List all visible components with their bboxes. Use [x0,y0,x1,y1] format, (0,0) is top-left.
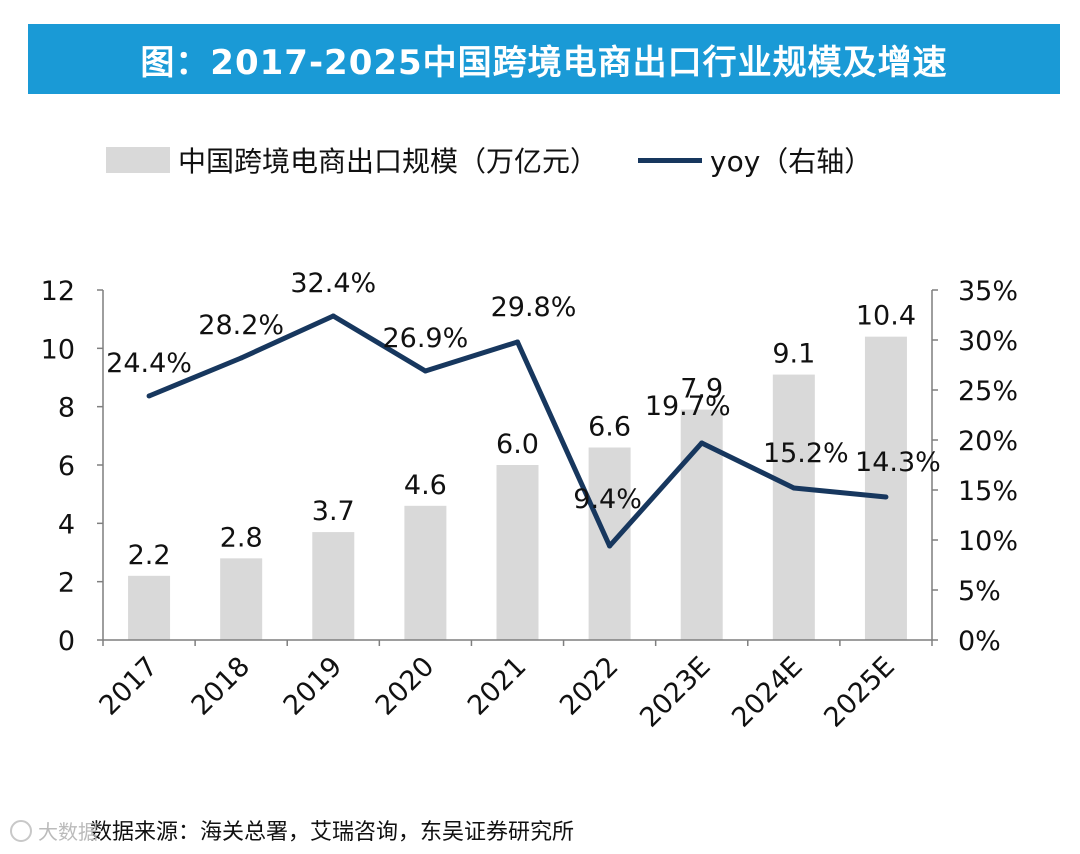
bar-value-label: 2.8 [220,522,263,553]
bar-value-label: 4.6 [404,470,447,501]
x-tick-label: 2021 [462,651,533,722]
y-left-tick-label: 8 [58,393,75,424]
bar-2018 [220,558,263,640]
bar-2024E [772,374,815,640]
bars-layer [128,336,907,640]
yoy-value-label: 28.2% [198,310,284,341]
legend-line-label: yoy（右轴） [710,145,873,178]
bar-value-label: 3.7 [312,496,355,527]
y-left-tick-label: 10 [41,334,75,365]
y-right-tick-label: 5% [958,576,1001,607]
y-left-tick-label: 0 [58,626,75,657]
x-tick-label: 2025E [818,651,901,734]
chart-title: 图：2017-2025中国跨境电商出口行业规模及增速 [28,24,1060,94]
y-left-tick-label: 12 [41,276,75,307]
x-tick-label: 2023E [634,651,717,734]
y-right-tick-label: 25% [958,376,1018,407]
legend-bar-swatch [106,147,170,173]
y-right-tick-label: 20% [958,426,1018,457]
watermark: 大数据 [10,816,98,845]
bar-value-label: 2.2 [128,540,171,571]
yoy-point-2017 [146,393,152,399]
bar-value-label: 6.6 [588,412,631,443]
legend: 中国跨境电商出口规模（万亿元） yoy（右轴） [106,138,872,182]
bar-2021 [496,465,539,640]
yoy-point-2020 [422,368,428,374]
watermark-text: 大数据 [38,820,98,844]
bar-2025E [864,336,907,640]
yoy-value-label: 15.2% [763,438,849,469]
y-right-tick-label: 30% [958,326,1018,357]
yoy-value-label: 26.9% [382,323,468,354]
y-right-tick-label: 15% [958,476,1018,507]
yoy-value-label: 14.3% [855,447,941,478]
y-left-tick-label: 2 [58,568,75,599]
x-tick-label: 2020 [370,651,441,722]
legend-line-swatch [638,157,703,163]
bar-value-label: 9.1 [772,339,815,370]
bar-2017 [128,575,171,640]
source-note: 数据来源：海关总署，艾瑞咨询，东吴证券研究所 [90,820,575,845]
yoy-value-label: 32.4% [290,268,376,299]
yoy-value-label: 24.4% [106,348,192,379]
legend-bar-label: 中国跨境电商出口规模（万亿元） [178,145,599,178]
yoy-value-label: 19.7% [645,391,731,422]
yoy-point-2019 [330,313,336,319]
bar-value-label: 6.0 [496,429,539,460]
y-left-tick-label: 6 [58,451,75,482]
bar-value-label: 7.9 [680,374,723,405]
line-layer [146,313,889,549]
yoy-value-label: 9.4% [573,484,642,515]
watermark-icon [10,819,32,842]
x-tick-label: 2018 [186,651,257,722]
y-right-tick-label: 35% [958,276,1018,307]
labels-layer: 2.2 2.8 3.7 4.6 6.0 6.6 7.9 9.1 10.4 24.4%28.2%32… [106,268,941,571]
yoy-point-2024E [791,485,797,491]
yoy-point-2021 [515,339,520,345]
x-tick-label: 2019 [278,651,349,722]
x-tick-label: 2017 [93,651,164,722]
yoy-value-label: 29.8% [491,292,577,323]
x-tick-label: 2022 [554,651,625,722]
y-right-tick-label: 10% [958,526,1018,557]
bar-value-label: 10.4 [856,301,916,332]
yoy-point-2018 [238,355,244,361]
y-right-tick-label: 0% [958,626,1001,657]
yoy-point-2025E [883,494,889,500]
yoy-point-2022 [607,543,613,549]
yoy-point-2023E [699,440,705,446]
bar-2019 [312,532,355,640]
combo-chart: 0 2 4 6 8 10 12 0% 5% 10% 15% 20% 25% 30% 35% 2017 2018 2… [41,268,1018,734]
bar-2020 [404,505,447,640]
x-tick-label: 2024E [726,651,809,734]
y-left-tick-label: 4 [58,509,75,540]
